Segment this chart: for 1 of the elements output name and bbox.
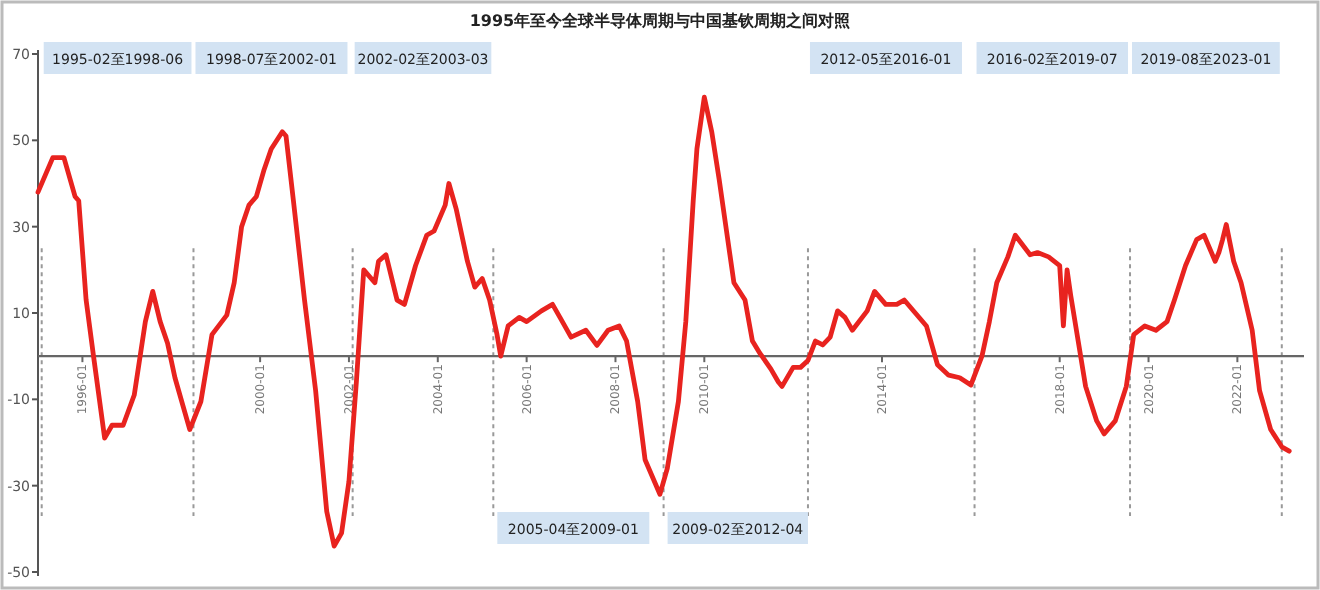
title: 1995年至今全球半导体周期与中国基钦周期之间对照 [469,12,851,30]
